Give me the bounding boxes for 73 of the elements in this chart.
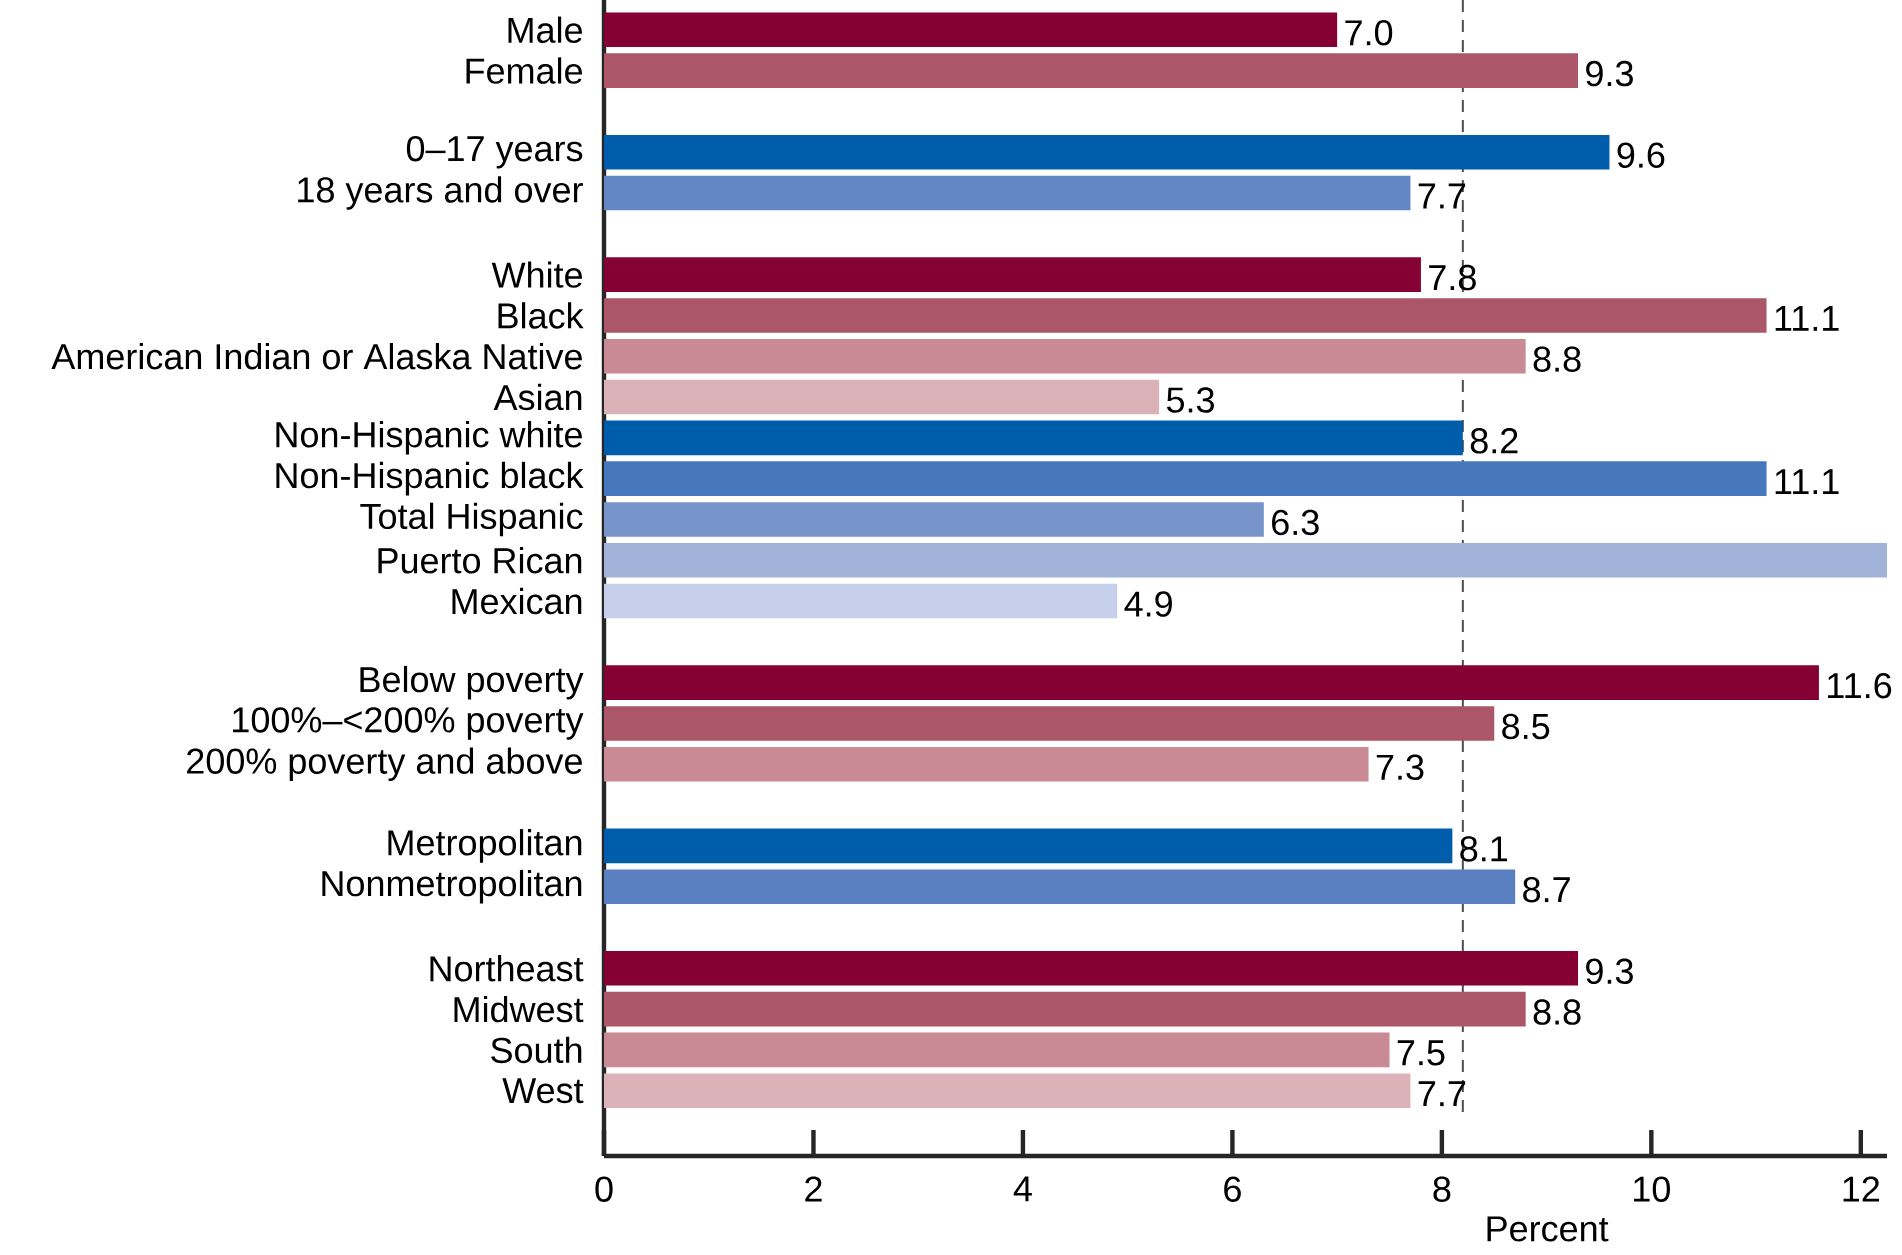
y-tick-label: Female — [466, 57, 582, 84]
bar — [604, 298, 1767, 333]
bar — [604, 12, 1338, 48]
data-label: 8.2 — [1470, 428, 1518, 454]
y-tick-label: Non-Hispanic black — [276, 461, 584, 496]
y-tick-label: Metropolitan — [388, 829, 582, 863]
bar — [604, 338, 1526, 374]
bar — [604, 1073, 1411, 1109]
data-label: 8.8 — [1533, 346, 1581, 372]
y-tick-label: Non-Hispanic white — [276, 421, 582, 455]
data-label: 8.5 — [1502, 713, 1550, 740]
y-tick-label: Below poverty — [360, 665, 584, 700]
bar — [604, 542, 1887, 578]
bar — [604, 461, 1767, 496]
bar — [604, 1032, 1390, 1068]
y-tick-label: Mexican — [452, 587, 582, 615]
bar — [604, 420, 1463, 456]
y-tick-label: Northeast — [430, 955, 584, 982]
data-label: 11.1 — [1775, 469, 1839, 495]
bar — [604, 869, 1516, 904]
data-label: 9.3 — [1586, 958, 1633, 985]
y-tick-label: White — [491, 261, 582, 288]
bar — [604, 502, 1264, 537]
data-label: 4.9 — [1124, 591, 1172, 617]
data-label: 9.3 — [1586, 60, 1633, 87]
bar — [604, 828, 1453, 864]
bar — [604, 175, 1411, 211]
data-label: 8.1 — [1460, 836, 1508, 862]
y-tick-label: West — [502, 1078, 584, 1104]
data-label: 5.3 — [1166, 387, 1214, 413]
bar — [604, 134, 1610, 170]
x-tick-label: 4 — [1013, 1176, 1032, 1202]
y-tick-label: Total Hispanic — [360, 502, 583, 537]
y-tick-label: 100%–<200% poverty — [233, 707, 584, 740]
y-tick-label: 18 years and over — [298, 176, 583, 210]
data-label: 8.7 — [1523, 876, 1570, 903]
bar — [604, 665, 1819, 700]
data-label: 11.6 — [1828, 672, 1892, 699]
y-tick-label: American Indian or Alaska Native — [51, 343, 582, 370]
x-axis-title: Percent — [1487, 1216, 1609, 1242]
x-tick-label: 8 — [1433, 1176, 1451, 1202]
data-label: 11.1 — [1775, 306, 1839, 331]
x-tick-label: 0 — [595, 1176, 613, 1202]
y-tick-label: Male — [508, 16, 582, 44]
bar — [604, 583, 1118, 619]
y-tick-label: Asian — [493, 383, 582, 411]
y-tick-label: 0–17 years — [406, 135, 583, 169]
x-tick-label: 2 — [805, 1176, 822, 1202]
data-label: 7.5 — [1397, 1040, 1445, 1066]
bar — [604, 746, 1369, 782]
data-label: 7.3 — [1376, 754, 1424, 781]
x-tick-label: 10 — [1634, 1176, 1670, 1202]
data-label: 9.6 — [1617, 142, 1665, 168]
bar — [604, 706, 1495, 741]
data-label: 6.3 — [1272, 509, 1319, 536]
bar — [604, 379, 1160, 415]
y-tick-label: Black — [498, 302, 584, 329]
y-tick-label: 200% poverty and above — [187, 747, 582, 782]
x-tick-label: 12 — [1843, 1176, 1880, 1202]
x-tick-label: 6 — [1224, 1176, 1241, 1202]
data-label: 7.8 — [1429, 264, 1476, 291]
bar — [604, 53, 1579, 88]
y-tick-label: South — [491, 1036, 582, 1064]
data-label: 8.8 — [1533, 999, 1581, 1025]
y-tick-label: Puerto Rican — [378, 547, 582, 574]
y-tick-label: Midwest — [454, 995, 584, 1023]
data-label: 7.7 — [1418, 183, 1466, 209]
bar — [604, 257, 1421, 292]
data-label: 7.0 — [1345, 20, 1393, 46]
y-tick-label: Nonmetropolitan — [322, 869, 582, 904]
bar — [604, 991, 1526, 1027]
bar — [604, 951, 1579, 986]
data-label: 7.7 — [1418, 1081, 1466, 1107]
